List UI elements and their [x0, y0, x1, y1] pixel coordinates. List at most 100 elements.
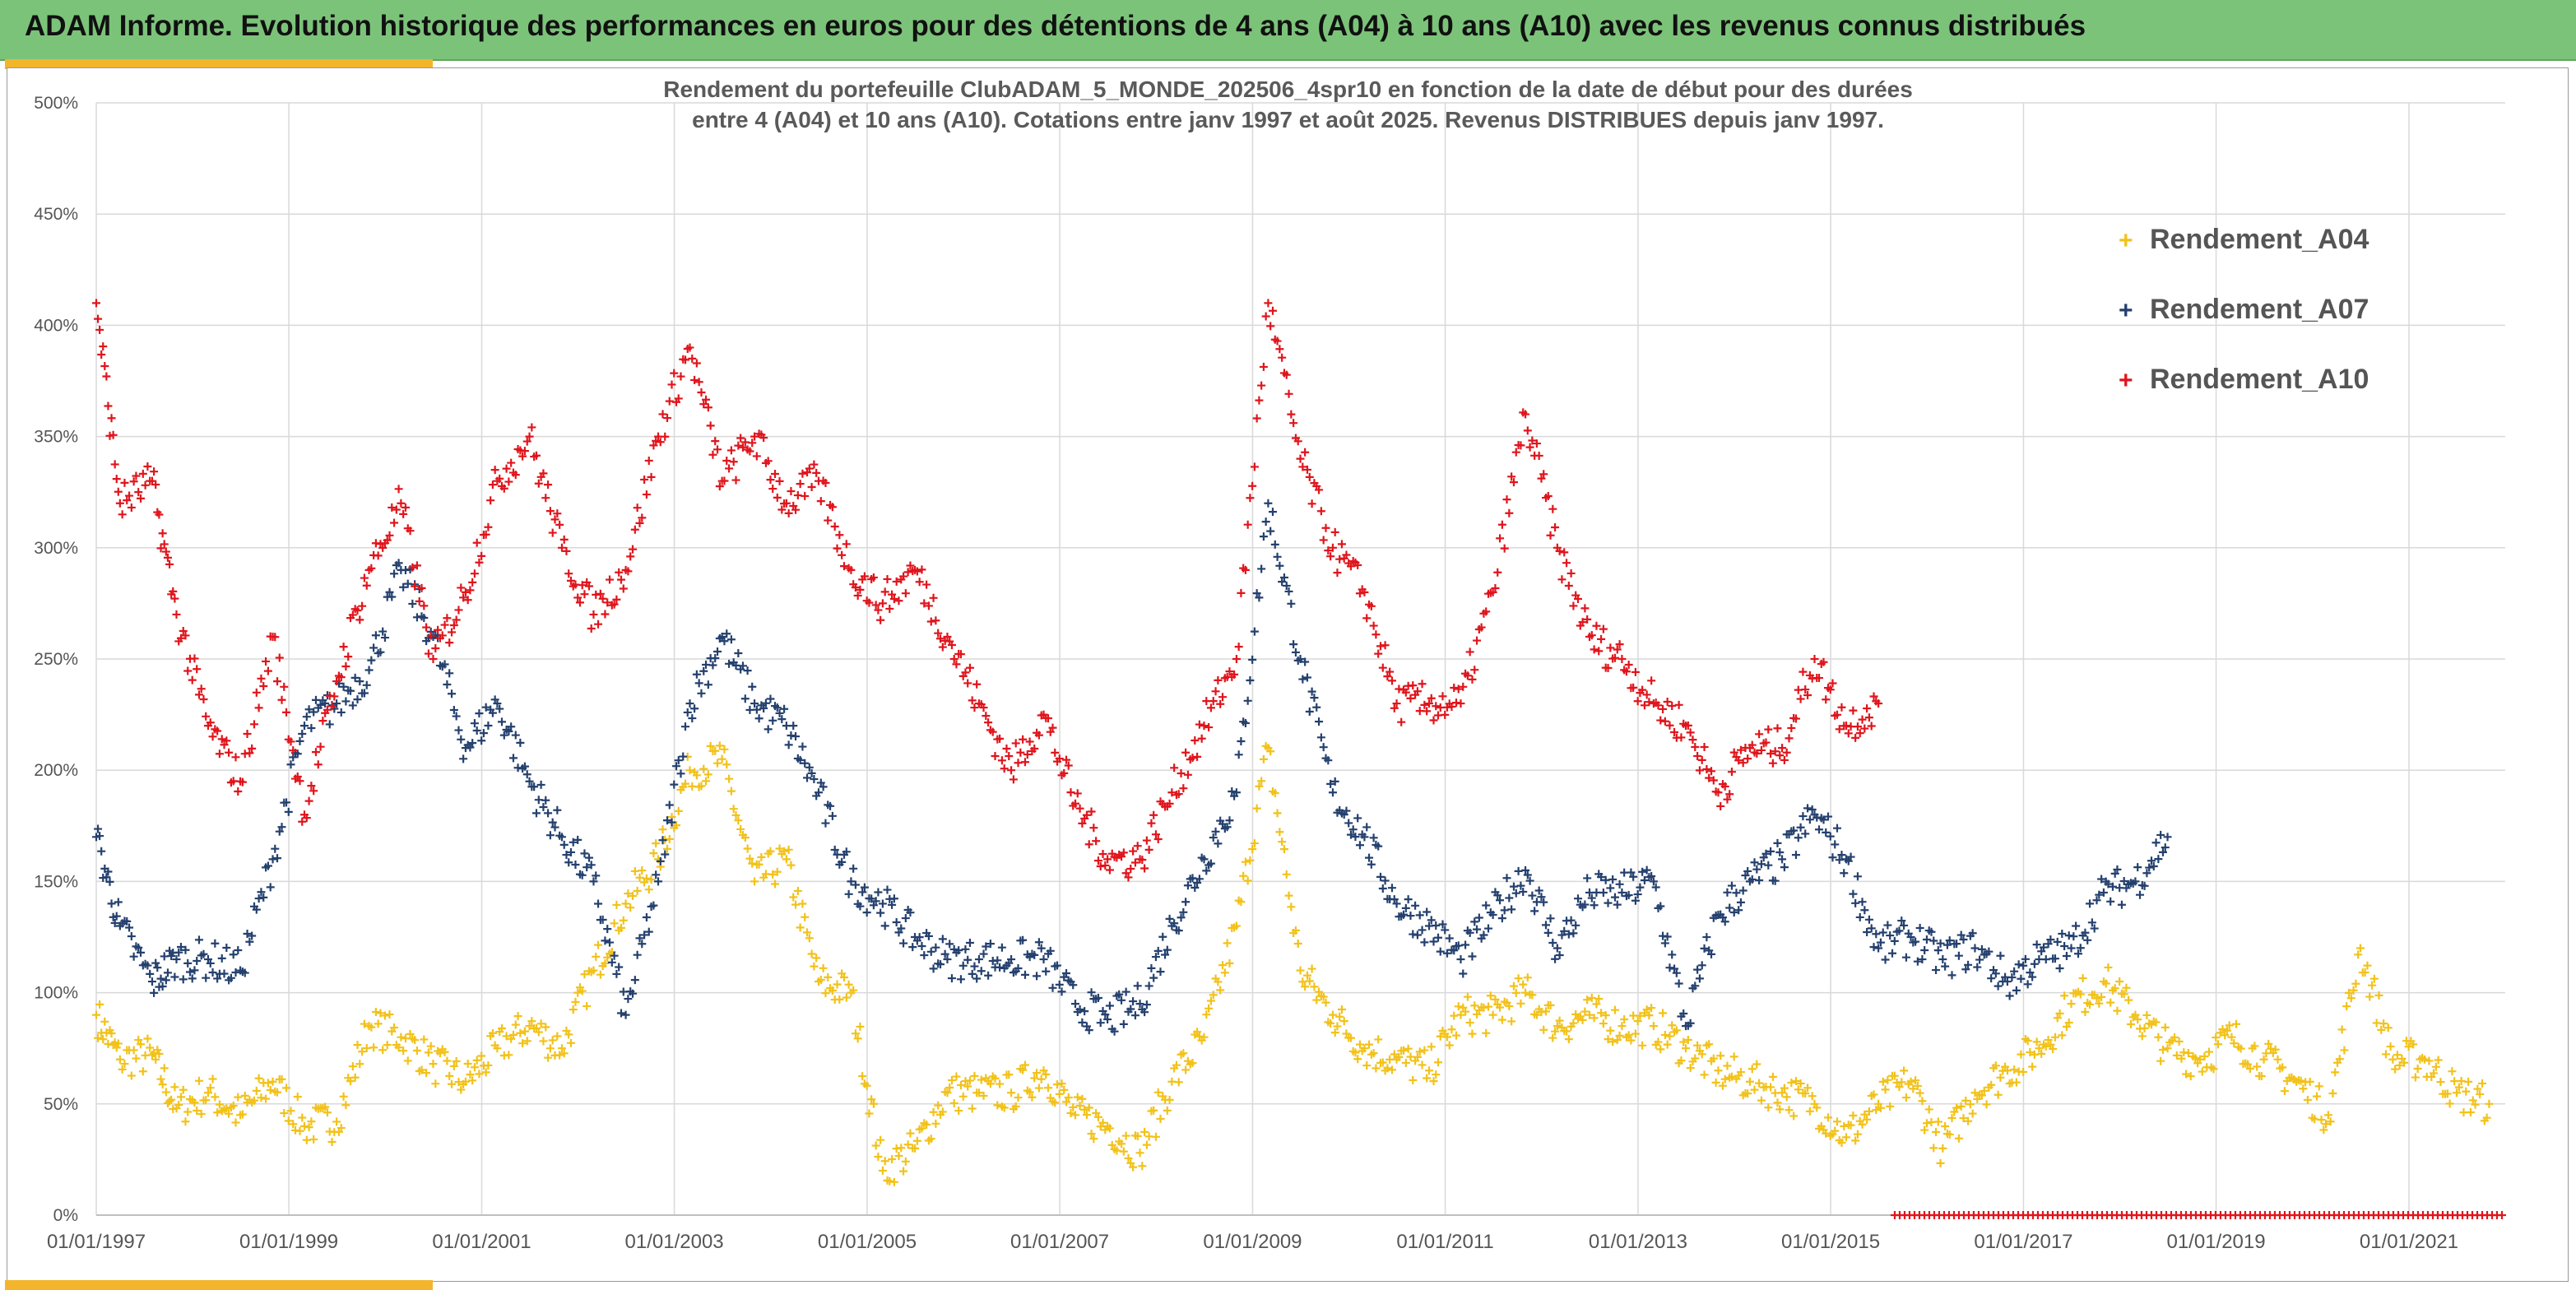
point — [2477, 1079, 2486, 1088]
point — [1691, 743, 1700, 752]
point — [484, 522, 493, 531]
point — [791, 505, 801, 514]
point — [2354, 950, 2363, 959]
y-tick-label: 50% — [44, 1095, 78, 1114]
point — [1330, 527, 1339, 536]
point — [1496, 534, 1505, 543]
point — [977, 967, 986, 976]
point — [1358, 830, 1367, 839]
point — [1755, 876, 1764, 884]
point — [757, 852, 766, 861]
point — [321, 1102, 330, 1111]
point — [1228, 787, 1237, 796]
series-rendement_a07 — [92, 499, 2172, 1036]
point — [1929, 936, 1938, 945]
point — [1826, 832, 1835, 841]
point — [697, 689, 706, 698]
point — [821, 478, 830, 487]
point — [734, 441, 743, 450]
point — [362, 680, 371, 689]
point — [1525, 876, 1534, 885]
point — [544, 809, 553, 818]
point — [1991, 969, 2000, 978]
point — [1372, 1064, 1381, 1073]
point — [2161, 843, 2170, 852]
point — [692, 771, 701, 780]
point — [1346, 830, 1355, 839]
point — [2140, 881, 2149, 890]
point — [780, 847, 789, 856]
point — [1890, 1071, 1899, 1080]
point — [426, 1042, 435, 1051]
point — [1757, 860, 1766, 869]
point — [1255, 396, 1264, 405]
point — [642, 913, 651, 922]
point — [768, 870, 777, 879]
point — [358, 601, 367, 610]
point — [1411, 901, 1420, 910]
point — [2425, 1056, 2434, 1065]
point — [835, 531, 844, 540]
point — [2273, 1055, 2282, 1064]
point — [674, 806, 683, 815]
point — [550, 515, 559, 524]
point — [1620, 1015, 1629, 1024]
point — [1938, 955, 1947, 964]
point — [821, 819, 830, 828]
point — [332, 699, 341, 708]
point — [828, 986, 837, 995]
point — [1803, 804, 1812, 813]
point — [1418, 1060, 1427, 1070]
point — [1163, 945, 1172, 954]
point — [1674, 700, 1683, 709]
legend-label-a07: Rendement_A07 — [2150, 294, 2369, 325]
point — [544, 480, 553, 490]
point — [1211, 827, 1220, 836]
point — [1129, 847, 1138, 856]
point — [399, 582, 408, 592]
point — [917, 565, 926, 574]
point — [2221, 1031, 2230, 1040]
point — [706, 741, 715, 750]
point — [371, 1007, 380, 1016]
point — [626, 903, 635, 912]
point — [376, 647, 385, 657]
point — [234, 787, 243, 796]
point — [1947, 971, 1956, 980]
point — [633, 503, 642, 513]
point — [1911, 1076, 1920, 1085]
point — [1849, 1111, 1858, 1121]
point — [443, 680, 452, 689]
point — [1886, 931, 1895, 940]
point — [1679, 1009, 1688, 1019]
point — [908, 943, 917, 952]
legend-marker-a10: + — [2119, 367, 2133, 394]
point — [2050, 1032, 2059, 1042]
point — [1060, 768, 1069, 777]
point — [1062, 1097, 1070, 1107]
point — [339, 1092, 348, 1101]
point — [2076, 990, 2085, 999]
point — [295, 736, 304, 745]
axes: 0%50%100%150%200%250%300%350%400%450%500… — [34, 94, 2505, 1253]
point — [726, 635, 736, 644]
point — [2182, 1070, 2191, 1079]
point — [754, 860, 764, 869]
point — [2062, 952, 2071, 961]
point — [828, 503, 837, 512]
point — [1497, 520, 1506, 529]
point — [2328, 1088, 2337, 1097]
point — [1291, 926, 1300, 935]
point — [302, 1135, 311, 1144]
point — [555, 831, 564, 840]
point — [1415, 911, 1424, 920]
point — [601, 936, 610, 945]
point — [578, 986, 587, 995]
point — [539, 1037, 548, 1046]
point — [761, 698, 770, 708]
point — [1387, 884, 1396, 893]
point — [869, 573, 878, 582]
point — [1470, 917, 1479, 926]
point — [1387, 676, 1396, 685]
point — [1707, 949, 1715, 958]
